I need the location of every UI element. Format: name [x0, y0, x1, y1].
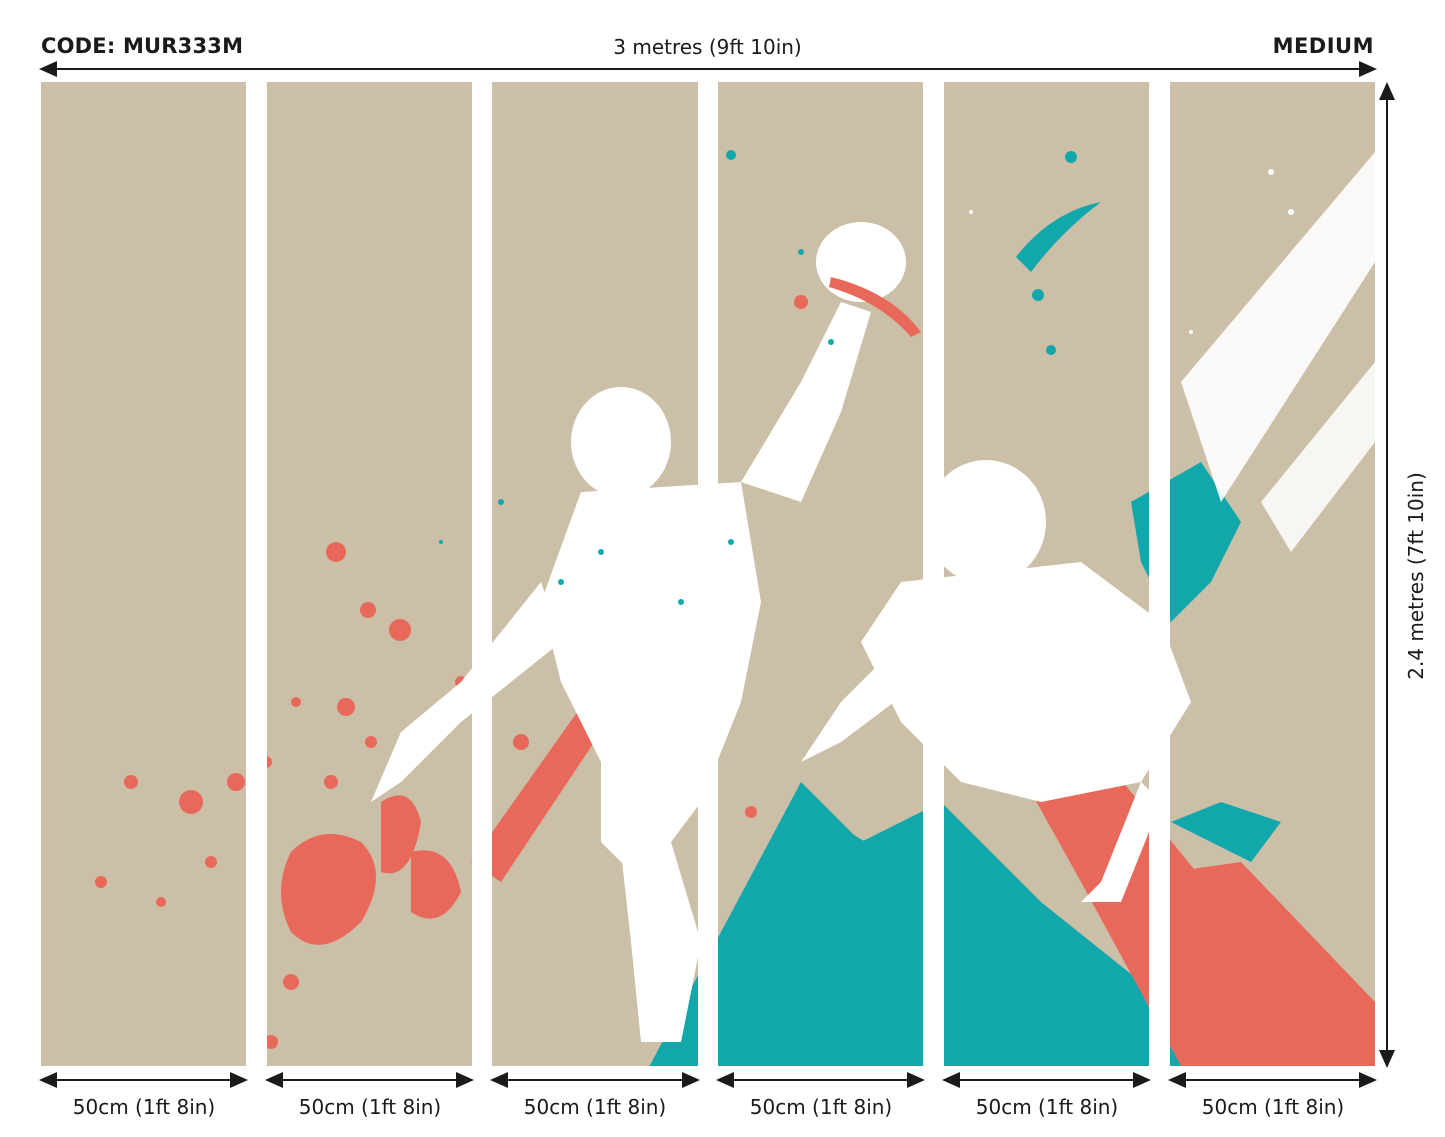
artwork-slice	[718, 82, 923, 1066]
arrow-left-icon	[942, 1072, 960, 1088]
total-width-arrow	[39, 61, 1377, 77]
arrow-left-icon	[265, 1072, 283, 1088]
mural-panel-5	[944, 82, 1149, 1066]
arrow-down-icon	[1379, 1050, 1395, 1068]
arrow-left-icon	[490, 1072, 508, 1088]
panel-4-width-label: 50cm (1ft 8in)	[749, 1095, 893, 1119]
panel-1-width-arrow	[39, 1072, 248, 1088]
mural-panel-3	[492, 82, 698, 1066]
arrow-up-icon	[1379, 82, 1395, 100]
arrow-right-icon	[1133, 1072, 1151, 1088]
artwork-slice	[267, 82, 472, 1066]
size-label: MEDIUM	[1272, 34, 1374, 58]
arrow-right-icon	[1359, 61, 1377, 77]
mural-panel-2	[267, 82, 472, 1066]
mural-panel-6	[1170, 82, 1375, 1066]
panel-5-width-label: 50cm (1ft 8in)	[975, 1095, 1119, 1119]
total-height-label: 2.4 metres (7ft 10in)	[1404, 472, 1428, 680]
panel-3-width-label: 50cm (1ft 8in)	[523, 1095, 667, 1119]
arrow-left-icon	[1168, 1072, 1186, 1088]
total-height-arrow	[1379, 82, 1395, 1068]
panel-1-width-label: 50cm (1ft 8in)	[72, 1095, 216, 1119]
arrow-right-icon	[456, 1072, 474, 1088]
arrow-left-icon	[39, 61, 57, 77]
panel-5-width-arrow	[942, 1072, 1151, 1088]
artwork-slice	[41, 82, 246, 1066]
panel-4-width-arrow	[716, 1072, 925, 1088]
arrow-left-icon	[39, 1072, 57, 1088]
arrow-right-icon	[1359, 1072, 1377, 1088]
artwork-slice	[492, 82, 698, 1066]
arrow-right-icon	[682, 1072, 700, 1088]
panel-6-width-label: 50cm (1ft 8in)	[1201, 1095, 1345, 1119]
panel-2-width-label: 50cm (1ft 8in)	[298, 1095, 442, 1119]
panel-2-width-arrow	[265, 1072, 474, 1088]
mural-panel-1	[41, 82, 246, 1066]
panel-6-width-arrow	[1168, 1072, 1377, 1088]
arrow-left-icon	[716, 1072, 734, 1088]
artwork-slice	[1170, 82, 1375, 1066]
arrow-right-icon	[907, 1072, 925, 1088]
arrow-right-icon	[230, 1072, 248, 1088]
artwork-slice	[944, 82, 1149, 1066]
panel-3-width-arrow	[490, 1072, 700, 1088]
mural-panel-4	[718, 82, 923, 1066]
total-width-label: 3 metres (9ft 10in)	[613, 35, 802, 59]
code-label: CODE: MUR333M	[41, 34, 244, 58]
